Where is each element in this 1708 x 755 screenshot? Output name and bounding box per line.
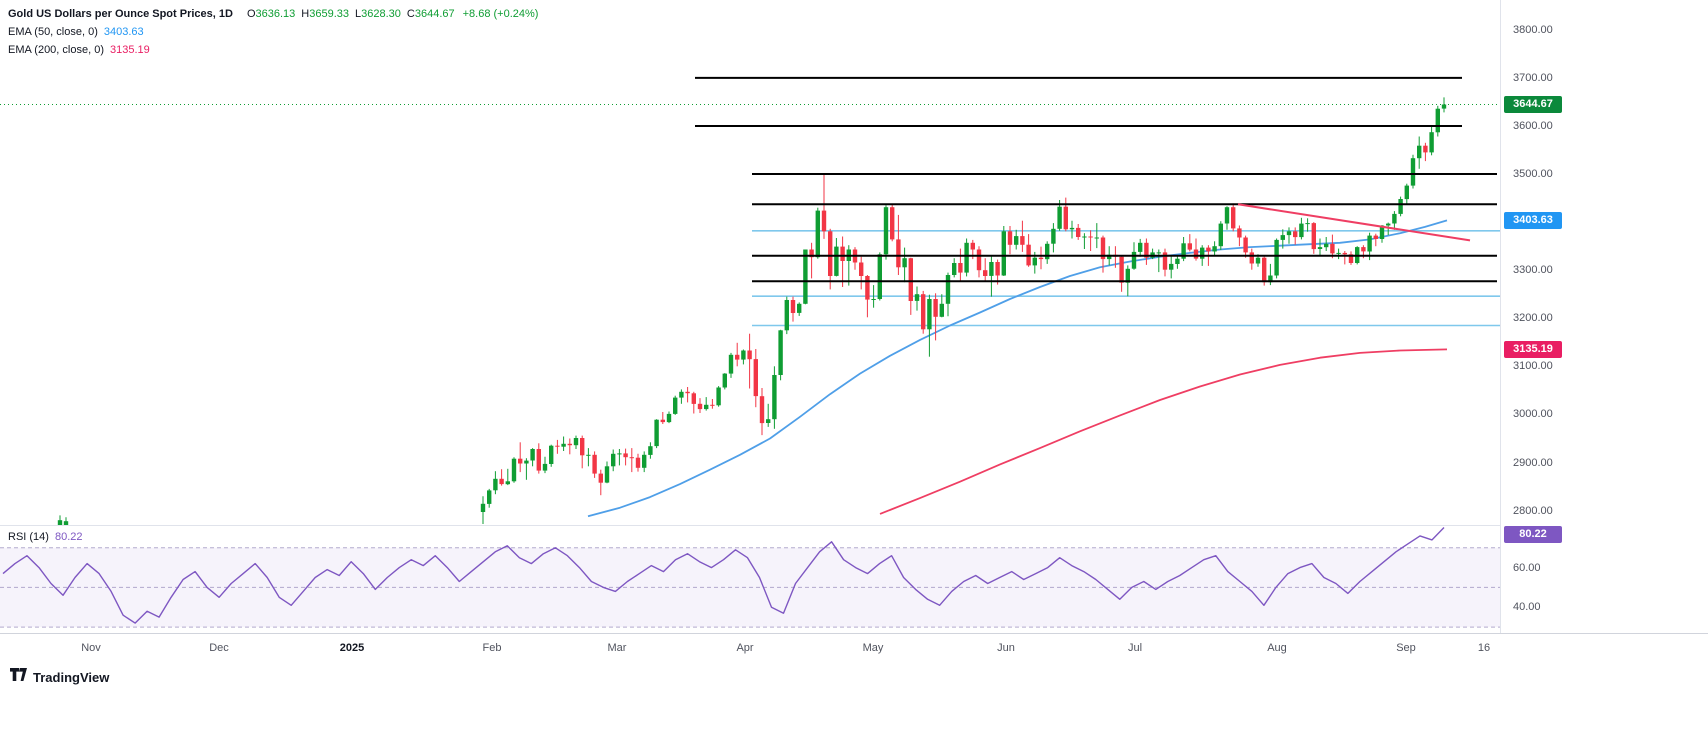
ema200-legend-row[interactable]: EMA (200, close, 0) 3135.19 [8, 41, 538, 59]
ohlc-low-value: 3628.30 [361, 8, 401, 20]
ohlc-high-letter: H [301, 8, 310, 20]
price-axis-label: 3100.00 [1513, 360, 1553, 372]
ema50-legend-row[interactable]: EMA (50, close, 0) 3403.63 [8, 23, 538, 41]
tradingview-logo-text[interactable]: TradingView [33, 669, 110, 685]
ohlc-close-letter: C [406, 8, 415, 20]
ohlc-close-value: 3644.67 [414, 8, 455, 20]
time-axis-label: Dec [209, 642, 229, 654]
ema200-label: EMA (200, close, 0) [8, 44, 104, 56]
price-axis-label: 3600.00 [1513, 120, 1553, 132]
rsi-axis-label: 40.00 [1513, 601, 1541, 613]
rsi-legend-row[interactable]: RSI (14) 80.22 [8, 528, 83, 546]
pane-separator [0, 525, 1708, 526]
price-axis-label: 3200.00 [1513, 312, 1553, 324]
time-axis-label: Jul [1127, 642, 1143, 654]
rsi-label: RSI (14) [8, 531, 49, 543]
rsi-legend: RSI (14) 80.22 [8, 528, 83, 546]
price-value-badge: 3644.67 [1504, 96, 1562, 113]
time-axis-label: May [862, 642, 884, 654]
price-value-badge: 3403.63 [1504, 212, 1562, 229]
time-axis-label: 2025 [339, 642, 365, 654]
ohlc-low-letter: L [355, 8, 362, 20]
rsi-axis-label: 60.00 [1513, 562, 1541, 574]
ema50-label: EMA (50, close, 0) [8, 26, 98, 38]
main-legend: Gold US Dollars per Ounce Spot Prices, 1… [8, 5, 538, 59]
price-axis-label: 2800.00 [1513, 505, 1553, 517]
price-axis-label: 3700.00 [1513, 72, 1553, 84]
price-change-text: +8.68 (+0.24%) [462, 8, 539, 20]
rsi-value-badge: 80.22 [1504, 526, 1562, 543]
ohlc-open-value: 3636.13 [255, 8, 296, 20]
ohlc-high-value: 3659.33 [309, 8, 349, 20]
price-axis-label: 3300.00 [1513, 264, 1553, 276]
price-axis[interactable]: 3800.00 3700.00 3600.00 3500.00 3300.00 3200.… [1500, 0, 1708, 661]
time-axis-label: Jun [997, 642, 1015, 654]
price-value-badge: 3135.19 [1504, 341, 1562, 358]
symbol-legend-row[interactable]: Gold US Dollars per Ounce Spot Prices, 1… [8, 5, 538, 23]
ohlc-open-letter: O [246, 8, 256, 20]
time-axis-label: 16 [1477, 642, 1491, 654]
time-axis-label: Nov [81, 642, 101, 654]
symbol-title: Gold US Dollars per Ounce Spot Prices, 1… [8, 8, 233, 20]
rsi-pane-canvas[interactable] [0, 525, 1500, 633]
time-axis-label: Aug [1267, 642, 1287, 654]
rsi-value: 80.22 [54, 531, 83, 543]
time-axis[interactable]: Nov Dec 2025 Feb Mar Apr May Jun Jul Aug Sep 16 [0, 633, 1708, 662]
footer: TradingView [10, 668, 109, 686]
time-axis-label: Sep [1396, 642, 1416, 654]
price-pane-canvas[interactable] [0, 0, 1500, 525]
price-axis-label: 2900.00 [1513, 457, 1553, 469]
ema50-value: 3403.63 [103, 26, 144, 38]
chart-plot-region[interactable] [0, 0, 1500, 633]
time-axis-label: Mar [607, 642, 627, 654]
price-axis-label: 3500.00 [1513, 168, 1553, 180]
tradingview-logo-icon[interactable] [10, 668, 27, 686]
time-axis-label: Apr [736, 642, 754, 654]
ema200-value: 3135.19 [110, 44, 150, 56]
price-axis-label: 3800.00 [1513, 24, 1553, 36]
price-axis-label: 3000.00 [1513, 408, 1553, 420]
time-axis-label: Feb [482, 642, 502, 654]
